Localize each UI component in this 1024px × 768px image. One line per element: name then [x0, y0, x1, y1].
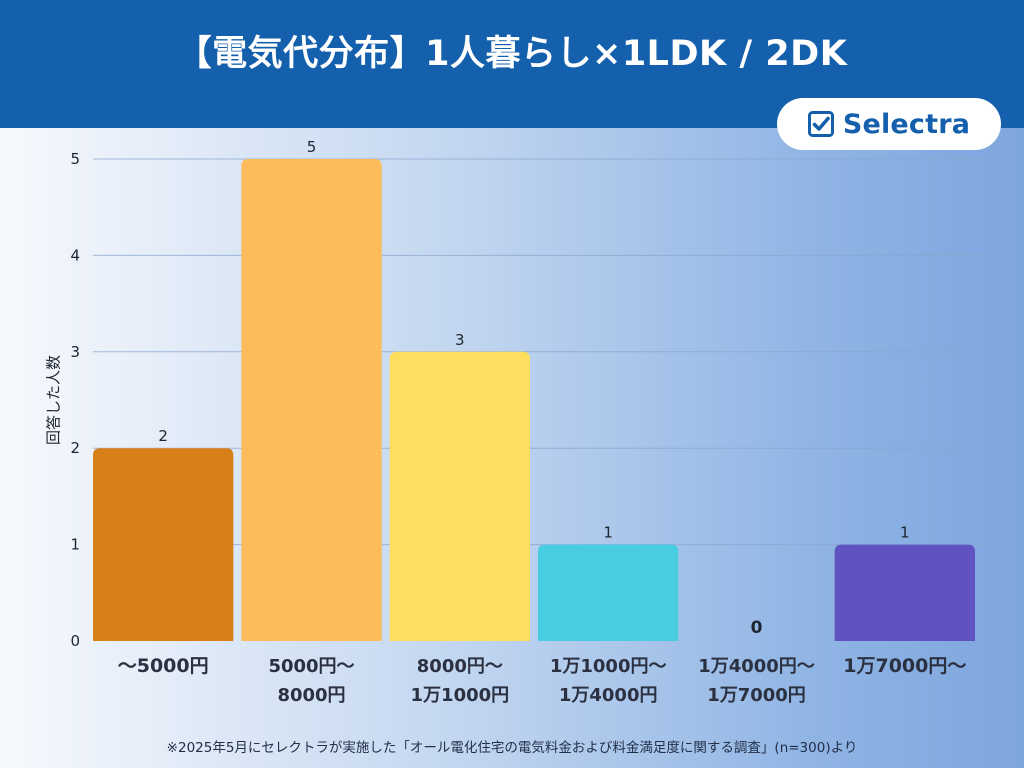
x-tick-label: 1万1000円 [411, 685, 510, 706]
x-tick-label: 1万1000円〜 [550, 656, 667, 677]
x-tick-label: 8000円〜 [417, 656, 503, 677]
y-axis-label: 回答した人数 [44, 354, 63, 446]
y-tick-label: 2 [70, 439, 80, 457]
bar [241, 159, 382, 641]
logo-text: Selectra [842, 108, 971, 140]
x-tick-label: 1万4000円〜 [698, 656, 815, 677]
data-label: 2 [158, 427, 168, 445]
chart-bars: 2 5 3 1 0 1 [93, 138, 975, 641]
x-tick-label: 5000円〜 [268, 656, 354, 677]
data-label: 1 [603, 524, 613, 542]
footnote: ※2025年5月にセレクトラが実施した「オール電化住宅の電気料金および料金満足度… [166, 740, 858, 756]
y-axis-ticks: 0 1 2 3 4 5 [70, 150, 80, 650]
page-title: 【電気代分布】1人暮らし×1LDK / 2DK [176, 34, 848, 74]
x-tick-label: 1万7000円 [707, 685, 806, 706]
y-tick-label: 4 [70, 246, 80, 264]
bar [389, 351, 530, 641]
data-label: 0 [751, 618, 763, 638]
x-tick-label: 8000円 [277, 685, 345, 706]
y-tick-label: 5 [70, 150, 80, 168]
data-label: 1 [900, 524, 910, 542]
y-tick-label: 0 [70, 632, 80, 650]
bar [93, 448, 234, 641]
bar [834, 544, 975, 641]
x-tick-label: 〜5000円 [118, 655, 209, 677]
data-label: 3 [455, 331, 465, 349]
x-tick-label: 1万7000円〜 [843, 655, 966, 677]
selectra-logo: Selectra [777, 98, 1001, 150]
x-tick-label: 1万4000円 [559, 685, 658, 706]
header-banner: 【電気代分布】1人暮らし×1LDK / 2DK [0, 0, 1024, 128]
y-tick-label: 3 [70, 343, 80, 361]
bar [538, 544, 679, 641]
x-axis-labels: 〜5000円 5000円〜 8000円 8000円〜 1万1000円 1万1000円〜 1万… [118, 655, 967, 706]
checkbox-check-icon [807, 111, 834, 137]
data-label: 5 [307, 138, 317, 156]
y-tick-label: 1 [70, 536, 80, 554]
